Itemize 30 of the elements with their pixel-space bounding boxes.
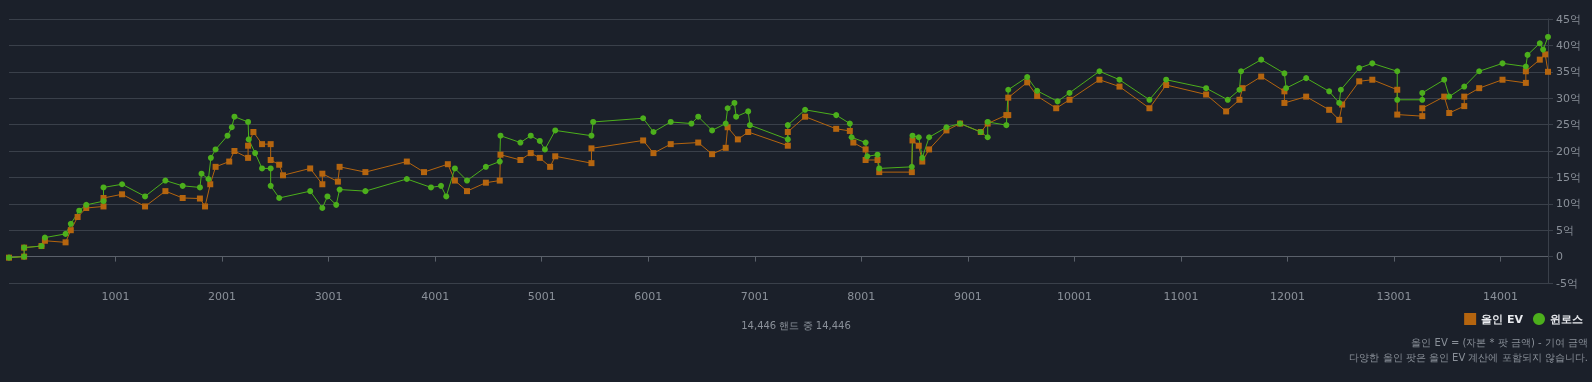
y-tick-label: -5억: [1556, 276, 1578, 290]
y-tick-label: 5억: [1556, 223, 1574, 237]
text: 다양한 올인 팟은 올인 EV 계산에 포함되지 않습니다.: [1349, 351, 1588, 363]
y-tick-label: 0: [1556, 250, 1563, 264]
legend-label: 올인 EV: [1481, 312, 1524, 326]
x-tick-label: 14001: [1483, 290, 1519, 303]
x-tick-label: 3001: [314, 290, 343, 303]
y-tick-label: 20억: [1556, 144, 1581, 158]
x-tick-label: 4001: [421, 290, 450, 303]
x-tick-label: 5001: [527, 290, 556, 303]
x-tick-label: 10001: [1056, 290, 1092, 303]
x-tick-label: 6001: [634, 290, 663, 303]
legend-label: 윈로스: [1550, 312, 1583, 326]
x-tick-label: 7001: [740, 290, 769, 303]
y-tick-label: 15억: [1556, 170, 1581, 184]
x-tick-label: 12001: [1270, 290, 1305, 303]
text: 14,446 핸드 중 14,446: [741, 319, 851, 331]
x-tick-label: 9001: [953, 290, 982, 303]
x-tick-label: 13001: [1376, 290, 1412, 303]
y-tick-label: 40억: [1556, 38, 1581, 52]
y-tick-label: 25억: [1556, 118, 1581, 132]
y-tick-label: 45억: [1556, 12, 1581, 26]
text: 올인 EV = (자본 * 팟 금액) - 기여 금액: [1411, 336, 1588, 348]
x-tick-label: 2001: [208, 290, 237, 303]
y-tick-label: 10억: [1556, 197, 1581, 211]
x-tick-label: 1001: [101, 290, 130, 303]
y-tick-label: 30억: [1556, 91, 1581, 105]
y-tick-label: 35억: [1556, 65, 1581, 79]
x-tick-label: 8001: [847, 290, 876, 303]
x-tick-label: 11001: [1163, 290, 1199, 303]
